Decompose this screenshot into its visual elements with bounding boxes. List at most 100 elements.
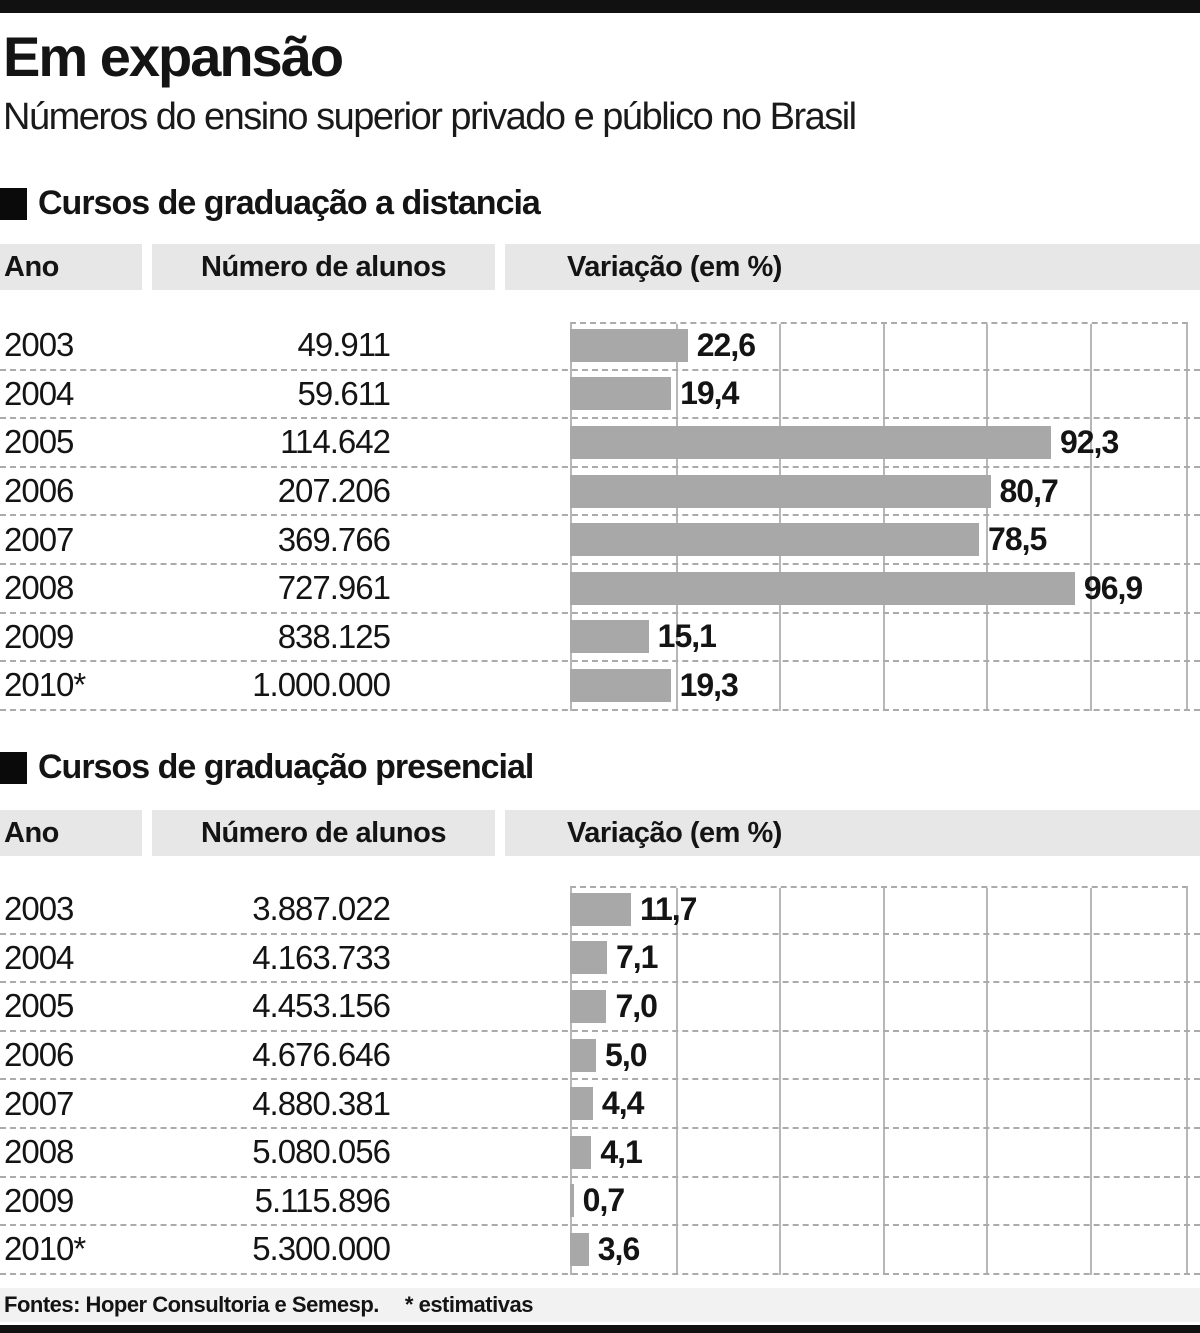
students-value: 5.080.056	[252, 1133, 391, 1171]
year-label: 2004	[4, 938, 74, 976]
page-title: Em expansão	[3, 25, 344, 88]
students-value: 727.961	[277, 569, 391, 607]
page-subtitle: Números do ensino superior privado e púb…	[3, 96, 857, 138]
variation-bar	[570, 1038, 597, 1072]
chart-grid	[570, 322, 1188, 711]
students-value: 5.115.896	[254, 1181, 391, 1219]
table-header-presencial: Ano Número de alunos Variação (em %)	[0, 810, 1200, 856]
column-header-ano: Ano	[0, 810, 142, 856]
table-distancia: 2003 49.911 22,6 2004 59.611 19,4 2005 1…	[0, 322, 1200, 711]
variation-value: 4,1	[600, 1133, 642, 1170]
year-label: 2010*	[4, 666, 86, 704]
variation-value: 0,7	[582, 1182, 625, 1219]
square-bullet-icon	[0, 187, 27, 220]
column-header-variacao: Variação (em %)	[505, 810, 1200, 856]
table-row: 2010* 1.000.000 19,3	[0, 662, 1200, 711]
year-label: 2006	[4, 472, 74, 510]
students-value: 5.300.000	[252, 1230, 391, 1268]
estimates-note: * estimativas	[404, 1292, 534, 1317]
variation-value: 96,9	[1083, 569, 1143, 606]
students-value: 4.880.381	[252, 1084, 391, 1122]
column-header-variacao: Variação (em %)	[505, 244, 1200, 290]
variation-bar	[570, 989, 607, 1023]
year-label: 2003	[4, 326, 74, 364]
table-row: 2005 114.642 92,3	[0, 419, 1200, 468]
gridline	[882, 888, 885, 1275]
students-value: 49.911	[297, 326, 391, 364]
square-bullet-icon	[0, 751, 27, 784]
bottom-rule	[0, 1325, 1200, 1333]
variation-bar	[570, 377, 672, 411]
column-header-alunos: Número de alunos	[152, 810, 495, 856]
students-value: 3.887.022	[252, 890, 391, 928]
table-row: 2003 3.887.022 11,7	[0, 886, 1200, 935]
table-row: 2008 5.080.056 4,1	[0, 1129, 1200, 1178]
students-value: 207.206	[277, 472, 391, 510]
students-value: 838.125	[277, 617, 391, 655]
table-header-distancia: Ano Número de alunos Variação (em %)	[0, 244, 1200, 290]
table-row: 2006 207.206 80,7	[0, 468, 1200, 517]
variation-bar	[570, 620, 649, 654]
variation-value: 15,1	[657, 618, 717, 655]
variation-bar	[570, 474, 991, 508]
variation-bar	[570, 1184, 574, 1218]
students-value: 4.453.156	[252, 987, 391, 1025]
students-value: 59.611	[297, 374, 391, 412]
variation-bar	[570, 571, 1075, 605]
variation-value: 80,7	[999, 472, 1059, 509]
table-row: 2010* 5.300.000 3,6	[0, 1226, 1200, 1275]
table-row: 2007 369.766 78,5	[0, 516, 1200, 565]
sources-text: Fontes: Hoper Consultoria e Semesp.	[4, 1292, 379, 1317]
table-row: 2003 49.911 22,6	[0, 322, 1200, 371]
table-row: 2009 838.125 15,1	[0, 614, 1200, 663]
variation-bar	[570, 892, 631, 926]
gridline	[986, 888, 989, 1275]
column-header-alunos: Número de alunos	[152, 244, 495, 290]
table-row: 2006 4.676.646 5,0	[0, 1032, 1200, 1081]
variation-bar	[570, 425, 1051, 459]
year-label: 2007	[4, 1084, 74, 1122]
students-value: 114.642	[280, 423, 391, 461]
gridline	[1089, 888, 1092, 1275]
gridline	[1089, 324, 1092, 711]
chart-grid	[570, 886, 1188, 1275]
variation-value: 19,4	[680, 375, 739, 412]
year-label: 2006	[4, 1036, 74, 1074]
variation-bar	[570, 1135, 592, 1169]
table-row: 2008 727.961 96,9	[0, 565, 1200, 614]
variation-value: 5,0	[605, 1036, 647, 1073]
variation-bar	[570, 1232, 589, 1266]
students-value: 1.000.000	[252, 666, 391, 704]
year-label: 2007	[4, 520, 74, 558]
gridline	[986, 324, 989, 711]
variation-bar	[570, 523, 980, 557]
table-row: 2007 4.880.381 4,4	[0, 1080, 1200, 1129]
variation-value: 78,5	[988, 521, 1047, 558]
variation-bar	[570, 1087, 593, 1121]
table-row: 2004 4.163.733 7,1	[0, 935, 1200, 984]
year-label: 2009	[4, 1181, 74, 1219]
students-value: 369.766	[277, 520, 391, 558]
year-label: 2009	[4, 617, 74, 655]
year-label: 2003	[4, 890, 74, 928]
table-row: 2009 5.115.896 0,7	[0, 1178, 1200, 1227]
students-value: 4.163.733	[252, 938, 391, 976]
gridline	[675, 324, 678, 711]
variation-value: 7,1	[615, 939, 658, 976]
variation-value: 11,7	[639, 890, 698, 927]
variation-bar	[570, 328, 688, 362]
students-value: 4.676.646	[252, 1036, 391, 1074]
year-label: 2005	[4, 423, 74, 461]
variation-value: 92,3	[1059, 423, 1119, 460]
table-row: 2005 4.453.156 7,0	[0, 983, 1200, 1032]
gridline	[675, 888, 678, 1275]
top-rule	[0, 0, 1200, 13]
variation-bar	[570, 941, 607, 975]
year-label: 2010*	[4, 1230, 86, 1268]
column-header-ano: Ano	[0, 244, 142, 290]
variation-value: 3,6	[597, 1230, 640, 1267]
gridline	[779, 324, 782, 711]
year-label: 2008	[4, 569, 74, 607]
section-title-distancia: Cursos de graduação a distancia	[0, 184, 541, 223]
